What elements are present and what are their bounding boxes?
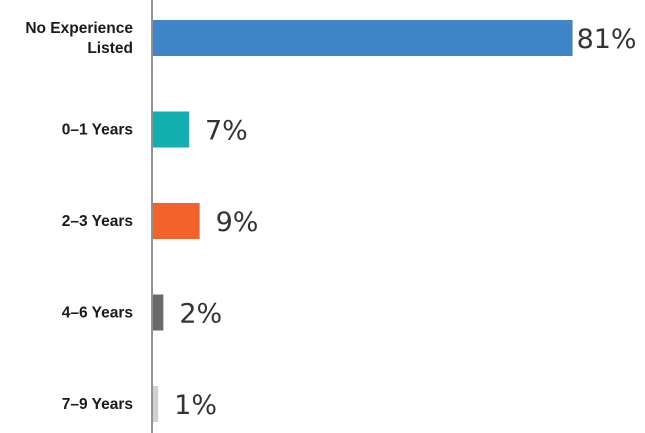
category-label-line: Listed	[87, 40, 133, 57]
category-labels: No Experience Listed 0–1 Years 2–3 Years 4–6…	[25, 20, 133, 413]
value-label-1: 7%	[205, 116, 248, 147]
category-label-line: 2–3 Years	[62, 213, 133, 230]
category-label-3: 4–6 Years	[62, 305, 133, 322]
category-label-line: No Experience	[25, 20, 133, 37]
category-label-line: 7–9 Years	[62, 396, 133, 413]
value-label-2: 9%	[216, 207, 259, 238]
category-label-1: 0–1 Years	[62, 122, 133, 139]
value-label-4: 1%	[174, 390, 217, 421]
bar-4	[153, 386, 159, 422]
bar-3	[153, 294, 164, 331]
bar-1	[153, 111, 190, 148]
bars-layer	[153, 20, 573, 422]
category-label-line: 4–6 Years	[62, 305, 133, 322]
value-labels: 81% 7% 9% 2% 1%	[174, 24, 636, 421]
category-label-4: 7–9 Years	[62, 396, 133, 413]
category-label-0: No Experience Listed	[25, 20, 133, 57]
bar-2	[153, 203, 200, 239]
category-label-2: 2–3 Years	[62, 213, 133, 230]
value-label-3: 2%	[179, 299, 222, 330]
value-label-0: 81%	[577, 24, 637, 55]
category-label-line: 0–1 Years	[62, 122, 133, 139]
bar-0	[153, 20, 573, 56]
